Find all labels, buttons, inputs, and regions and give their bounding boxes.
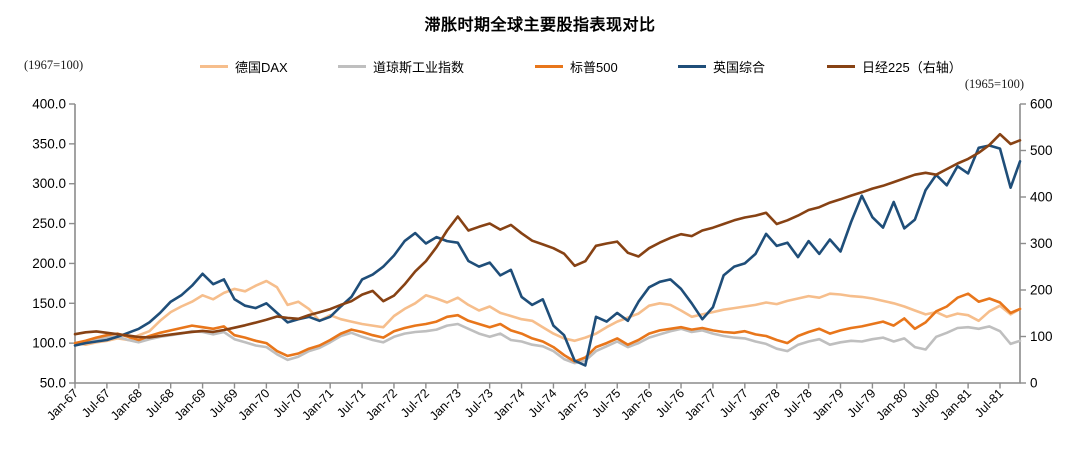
legend-item-uk: 英国综合 bbox=[678, 57, 765, 75]
svg-text:Jul-67: Jul-67 bbox=[79, 386, 113, 420]
legend-swatch-nikkei bbox=[827, 64, 855, 68]
svg-text:Jan-79: Jan-79 bbox=[810, 386, 847, 423]
svg-text:Jan-73: Jan-73 bbox=[427, 386, 464, 423]
svg-text:350.0: 350.0 bbox=[32, 136, 66, 151]
legend-swatch-dax bbox=[200, 64, 228, 68]
legend-label: 英国综合 bbox=[713, 59, 766, 75]
legend-item-sp500: 标普500 bbox=[535, 57, 618, 75]
svg-text:Jul-79: Jul-79 bbox=[845, 386, 879, 420]
svg-text:Jul-69: Jul-69 bbox=[207, 386, 241, 420]
legend-label: 日经225（右轴） bbox=[862, 59, 962, 75]
svg-text:Jan-68: Jan-68 bbox=[108, 386, 145, 423]
svg-text:250.0: 250.0 bbox=[32, 216, 66, 231]
svg-text:150.0: 150.0 bbox=[32, 296, 66, 311]
legend-label: 标普500 bbox=[570, 59, 618, 75]
svg-text:100.0: 100.0 bbox=[32, 336, 66, 351]
legend-swatch-uk bbox=[678, 64, 706, 68]
legend-item-dow: 道琼斯工业指数 bbox=[338, 57, 464, 75]
svg-text:Jul-80: Jul-80 bbox=[908, 386, 942, 420]
svg-text:100: 100 bbox=[1030, 329, 1053, 344]
svg-text:Jul-77: Jul-77 bbox=[717, 386, 751, 420]
svg-text:0: 0 bbox=[1030, 376, 1038, 391]
svg-text:400: 400 bbox=[1030, 190, 1053, 205]
svg-text:Jan-71: Jan-71 bbox=[299, 386, 336, 423]
svg-text:Jan-72: Jan-72 bbox=[363, 386, 400, 423]
legend-item-dax: 德国DAX bbox=[200, 57, 288, 75]
svg-text:Jan-74: Jan-74 bbox=[491, 386, 528, 423]
svg-text:Jan-81: Jan-81 bbox=[937, 386, 974, 423]
svg-text:200: 200 bbox=[1030, 283, 1053, 298]
legend-swatch-dow bbox=[338, 64, 366, 68]
svg-text:Jan-77: Jan-77 bbox=[682, 386, 719, 423]
svg-text:Jul-76: Jul-76 bbox=[653, 386, 687, 420]
svg-text:300: 300 bbox=[1030, 236, 1053, 251]
svg-text:Jul-71: Jul-71 bbox=[334, 386, 368, 420]
legend-label: 道琼斯工业指数 bbox=[373, 59, 465, 75]
svg-text:Jul-70: Jul-70 bbox=[270, 386, 304, 420]
svg-text:500: 500 bbox=[1030, 143, 1053, 158]
svg-text:200.0: 200.0 bbox=[32, 256, 66, 271]
svg-text:Jan-75: Jan-75 bbox=[555, 386, 592, 423]
svg-text:Jan-69: Jan-69 bbox=[172, 386, 209, 423]
svg-text:Jul-72: Jul-72 bbox=[398, 386, 432, 420]
svg-text:Jul-73: Jul-73 bbox=[462, 386, 496, 420]
legend-swatch-sp500 bbox=[535, 64, 563, 68]
svg-text:Jul-81: Jul-81 bbox=[972, 386, 1006, 420]
svg-text:300.0: 300.0 bbox=[32, 176, 66, 191]
svg-text:Jul-74: Jul-74 bbox=[526, 386, 560, 420]
svg-text:Jan-67: Jan-67 bbox=[44, 386, 81, 423]
svg-text:Jul-75: Jul-75 bbox=[589, 386, 623, 420]
chart-title: 滞胀时期全球主要股指表现对比 bbox=[424, 17, 656, 34]
left-axis-note: (1967=100) bbox=[24, 58, 84, 72]
svg-text:Jan-80: Jan-80 bbox=[873, 386, 910, 423]
svg-text:Jul-68: Jul-68 bbox=[143, 386, 177, 420]
svg-text:50.0: 50.0 bbox=[40, 376, 66, 391]
svg-text:600: 600 bbox=[1030, 97, 1053, 112]
legend-label: 德国DAX bbox=[235, 59, 288, 75]
svg-text:400.0: 400.0 bbox=[32, 97, 66, 112]
svg-text:Jan-78: Jan-78 bbox=[746, 386, 783, 423]
legend: 德国DAX 道琼斯工业指数 标普500 英国综合 日经225（右轴） bbox=[0, 57, 1080, 77]
svg-text:Jul-78: Jul-78 bbox=[781, 386, 815, 420]
legend-item-nikkei: 日经225（右轴） bbox=[827, 57, 962, 75]
svg-text:Jan-76: Jan-76 bbox=[618, 386, 655, 423]
svg-text:Jan-70: Jan-70 bbox=[236, 386, 273, 423]
right-axis-note: (1965=100) bbox=[964, 77, 1024, 91]
